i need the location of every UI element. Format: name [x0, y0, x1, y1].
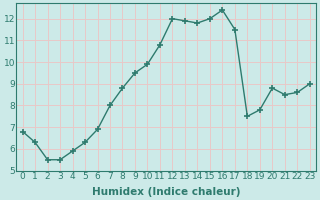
- X-axis label: Humidex (Indice chaleur): Humidex (Indice chaleur): [92, 187, 240, 197]
